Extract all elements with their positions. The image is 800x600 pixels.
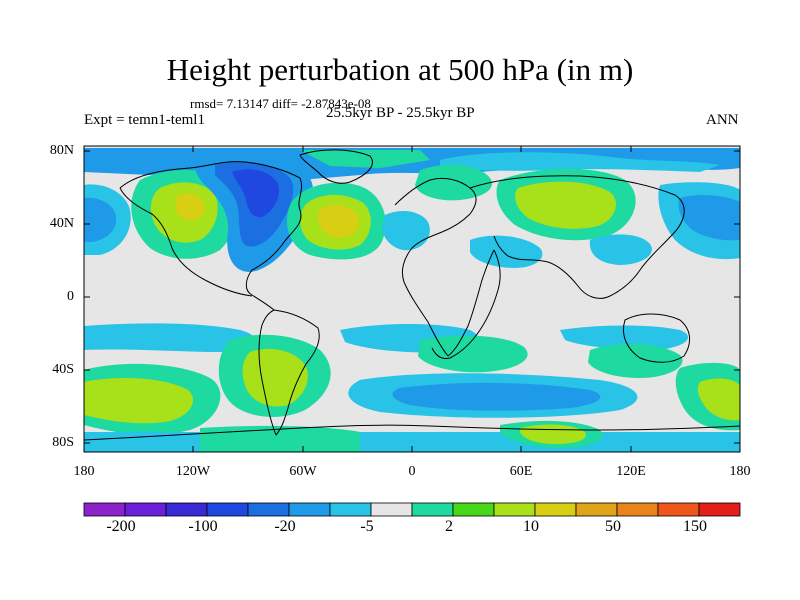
coastline-north-america	[119, 161, 303, 311]
lat-label-0: 0	[67, 289, 74, 304]
lat-label-40n: 40N	[49, 216, 74, 231]
colorbar-swatch	[452, 502, 495, 517]
lon-label-180w: 180	[73, 464, 95, 479]
contour-greenland-positive	[300, 150, 430, 168]
colorbar-swatch	[698, 502, 741, 517]
colorbar-label: -5	[360, 518, 374, 535]
lon-label-120w: 120W	[175, 464, 211, 479]
colorbar-swatch	[206, 502, 249, 517]
experiment-label: Expt = temn1-teml1	[84, 112, 205, 128]
colorbar-label: -20	[274, 518, 296, 535]
lon-label-60w: 60W	[289, 464, 317, 479]
colorbar-label: -200	[106, 518, 136, 535]
coastline-greenland	[299, 149, 373, 184]
contour-europe-ridge	[415, 164, 492, 201]
coastline-africa-west	[394, 177, 495, 357]
colorbar-label: 2	[445, 518, 453, 535]
lon-label-120e: 120E	[616, 464, 646, 479]
contour-siberia-ridge-core	[515, 181, 617, 229]
contour-namerica-trough-core	[232, 169, 280, 218]
contour-south-america-ridge-core	[242, 348, 308, 407]
colorbar-label: -100	[188, 518, 218, 535]
colorbar-swatch	[370, 502, 413, 517]
contour-field	[84, 148, 740, 452]
contour-australia-ridge	[588, 343, 683, 378]
contour-westpacific-low-core	[84, 197, 117, 242]
plot-title: Height perturbation at 500 hPa (in m)	[166, 52, 634, 87]
season-label: ANN	[706, 112, 739, 128]
colorbar-swatch	[247, 502, 290, 517]
colorbar-label: 10	[523, 518, 539, 535]
contour-southern-ocean-ridge-east-core	[697, 378, 740, 421]
period-label: 25.5kyr BP - 25.5kyr BP	[326, 105, 475, 121]
colorbar	[83, 502, 741, 517]
colorbar-swatch	[575, 502, 618, 517]
colorbar-swatch	[165, 502, 208, 517]
contour-eastasia-low	[589, 234, 652, 265]
colorbar-swatch	[493, 502, 536, 517]
colorbar-swatch	[124, 502, 167, 517]
lat-label-80n: 80N	[49, 143, 74, 158]
coastline-antarctica	[84, 424, 740, 441]
colorbar-swatch	[616, 502, 659, 517]
coastline-australia	[623, 313, 690, 363]
contour-southern-ocean-ridge-west-core	[84, 378, 194, 424]
lon-ticks	[192, 146, 632, 452]
lon-label-180e: 180	[729, 464, 751, 479]
contour-arctic-ring	[440, 152, 720, 172]
contour-southern-ocean-low-core	[392, 382, 601, 411]
contour-mediterranean-low	[382, 210, 430, 251]
contour-indian-low	[560, 325, 689, 350]
lat-label-40s: 40S	[52, 362, 74, 377]
lon-label-60e: 60E	[509, 464, 533, 479]
contour-npacific-east-low-core	[678, 195, 740, 241]
colorbar-swatch	[657, 502, 700, 517]
colorbar-label: 50	[605, 518, 621, 535]
coastline-asia	[469, 175, 685, 299]
colorbar-swatch	[83, 502, 126, 517]
lat-ticks	[84, 150, 740, 444]
lon-label-0: 0	[408, 464, 416, 479]
rmsd-diff-stats: rmsd= 7.13147 diff= -2.87843e-08	[190, 96, 371, 111]
contour-south-africa-ridge	[418, 335, 528, 373]
colorbar-swatch	[288, 502, 331, 517]
contour-south-pacific-low	[84, 323, 255, 352]
contour-antarctic-positive	[200, 425, 360, 452]
colorbar-swatch	[411, 502, 454, 517]
contour-atlantic-ridge-max	[318, 204, 359, 238]
colorbar-swatch	[329, 502, 372, 517]
colorbar-swatch	[534, 502, 577, 517]
coastline-north-america-west	[119, 187, 253, 297]
lat-label-80s: 80S	[52, 435, 74, 450]
coastline-africa-east	[431, 249, 501, 359]
contour-pacific-ridge-max	[175, 193, 206, 221]
coastlines	[84, 149, 740, 441]
coastline-south-america	[258, 309, 320, 436]
colorbar-label: 150	[683, 518, 707, 535]
